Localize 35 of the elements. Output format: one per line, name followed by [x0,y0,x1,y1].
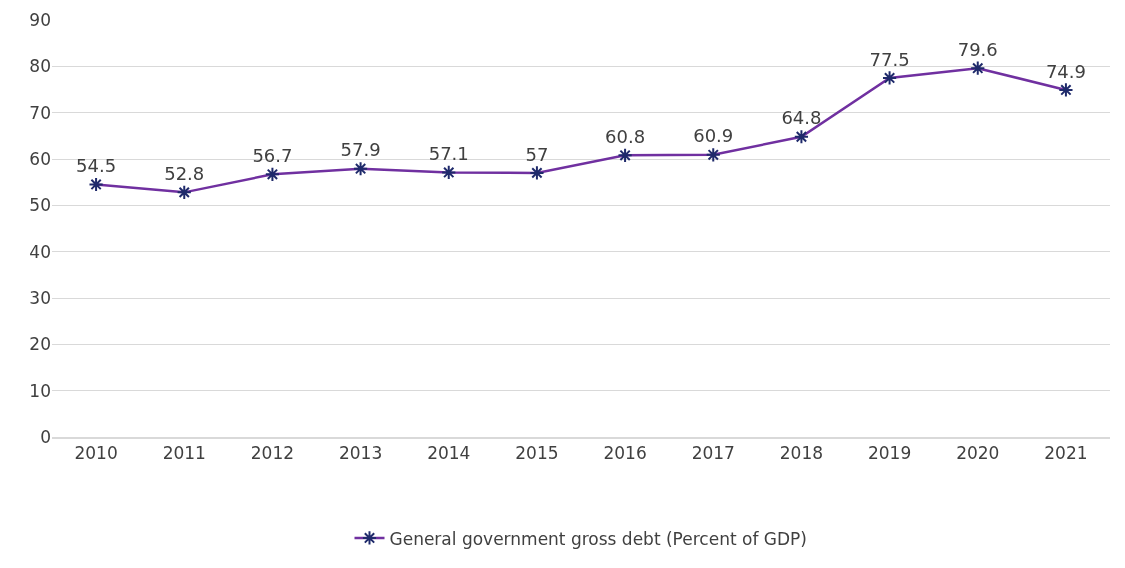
x-tick-label: 2014 [427,443,471,464]
y-tick-label: 30 [29,287,51,308]
x-tick-label: 2016 [603,443,647,464]
data-label: 77.5 [869,48,910,70]
y-tick-label: 50 [29,195,51,216]
x-tick-label: 2013 [338,443,383,464]
data-label: 52.8 [164,162,205,184]
data-label: 60.9 [693,125,734,147]
data-label: 60.8 [605,125,646,147]
x-tick-label: 2017 [691,443,735,464]
x-tick-label: 2019 [867,443,912,464]
y-tick-label: 60 [29,148,51,169]
y-tick-label: 20 [29,334,51,355]
x-tick-label: 2018 [779,443,824,464]
data-label: 79.6 [957,38,998,60]
x-tick-label: 2015 [515,443,559,464]
data-label: 74.9 [1045,60,1086,82]
y-tick-label: 90 [29,9,51,30]
data-label: 57.9 [340,139,381,161]
data-label: 57 [525,143,549,165]
data-label: 56.7 [252,144,293,166]
y-tick-label: 0 [40,426,51,447]
y-tick-label: 10 [29,380,51,401]
data-label: 64.8 [781,107,822,129]
y-tick-label: 70 [29,102,51,123]
x-tick-label: 2020 [956,443,1000,464]
x-tick-label: 2010 [74,443,118,464]
data-label: 54.5 [76,155,117,177]
x-tick-label: 2021 [1044,443,1088,464]
y-tick-label: 40 [29,241,51,262]
y-tick-label: 80 [29,56,51,77]
x-tick-label: 2012 [250,443,295,464]
x-tick-label: 2011 [162,443,206,464]
data-label: 57.1 [428,143,469,165]
legend-label: General government gross debt (Percent of GDP) [389,528,807,549]
